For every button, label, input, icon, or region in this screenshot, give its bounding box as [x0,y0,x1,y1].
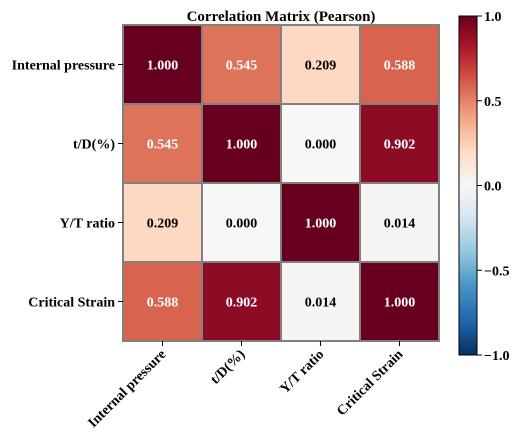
heatmap-cell [359,182,440,263]
heatmap-cell [359,261,440,342]
cell-value-label: 0.588 [147,296,179,311]
cell-value-label: 0.209 [147,217,179,232]
column-label: t/D(%) [208,347,249,388]
colorbar-tick-label: 0.5 [484,95,502,110]
colorbar-tick-label: −0.5 [484,264,509,279]
cell-value-label: 0.545 [226,59,258,74]
heatmap-cells: 1.000 0.545 0.209 0.588 0.545 1.000 0.000 0.902… [122,24,440,342]
column-label: Internal pressure [86,347,170,431]
cell-value-label: 0.545 [147,138,179,153]
colorbar: 1.0 0.5 0.0 −0.5 −1.0 [458,10,509,364]
cell-value-label: 0.588 [384,59,416,74]
row-label: Internal pressure [12,59,115,74]
row-label: Y/T ratio [60,217,115,232]
column-label: Y/T ratio [278,347,328,397]
cell-value-label: 0.014 [305,296,337,311]
heatmap-cell [201,182,282,263]
row-label: Critical Strain [28,296,115,311]
cell-value-label: 1.000 [305,217,337,232]
cell-value-label: 0.902 [226,296,258,311]
colorbar-tick-label: 0.0 [484,180,502,195]
row-labels: Internal pressure t/D(%) Y/T ratio Critical… [12,59,123,311]
cell-value-label: 0.902 [384,138,416,153]
heatmap-cell [201,103,282,184]
colorbar-gradient [458,15,478,356]
colorbar-tick-label: −1.0 [484,349,509,364]
chart-title: Correlation Matrix (Pearson) [187,9,376,25]
cell-value-label: 1.000 [147,59,179,74]
column-label: Critical Strain [334,347,406,419]
heatmap-cell [359,24,440,105]
heatmap-cell [201,24,282,105]
heatmap-cell [201,261,282,342]
cell-value-label: 0.000 [305,138,337,153]
cell-value-label: 1.000 [384,296,416,311]
colorbar-tick-label: 1.0 [484,10,502,25]
heatmap-cell [359,103,440,184]
cell-value-label: 1.000 [226,138,258,153]
cell-value-label: 0.209 [305,59,337,74]
cell-value-label: 0.000 [226,217,258,232]
column-labels: Internal pressure t/D(%) Y/T ratio Critical… [86,341,406,431]
cell-value-label: 0.014 [384,217,416,232]
row-label: t/D(%) [73,138,115,153]
